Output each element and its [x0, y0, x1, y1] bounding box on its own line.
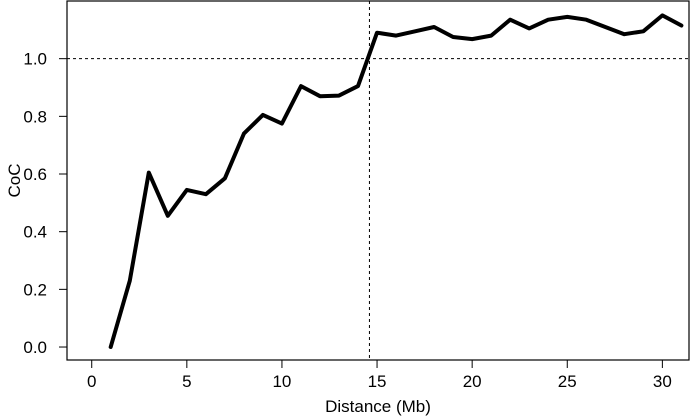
- y-tick-label: 1.0: [23, 50, 47, 69]
- y-tick-label: 0.4: [23, 223, 47, 242]
- y-axis-title: CoC: [5, 163, 24, 197]
- x-tick-label: 10: [272, 372, 291, 391]
- plot-area: [67, 1, 689, 360]
- x-tick-label: 20: [463, 372, 482, 391]
- y-axis: 0.0 0.2 0.4 0.6 0.8 1.0: [23, 50, 67, 357]
- x-axis-title: Distance (Mb): [325, 397, 431, 416]
- x-tick-label: 25: [558, 372, 577, 391]
- x-tick-label: 15: [368, 372, 387, 391]
- y-tick-label: 0.6: [23, 165, 47, 184]
- y-tick-label: 0.8: [23, 107, 47, 126]
- x-axis: 0 5 10 15 20 25 30: [87, 360, 672, 391]
- x-tick-label: 0: [87, 372, 96, 391]
- x-tick-label: 30: [653, 372, 672, 391]
- y-tick-label: 0.2: [23, 280, 47, 299]
- x-tick-label: 5: [182, 372, 191, 391]
- plot-frame: [66, 0, 690, 361]
- y-tick-label: 0.0: [23, 338, 47, 357]
- coc-series-line: [108, 13, 684, 349]
